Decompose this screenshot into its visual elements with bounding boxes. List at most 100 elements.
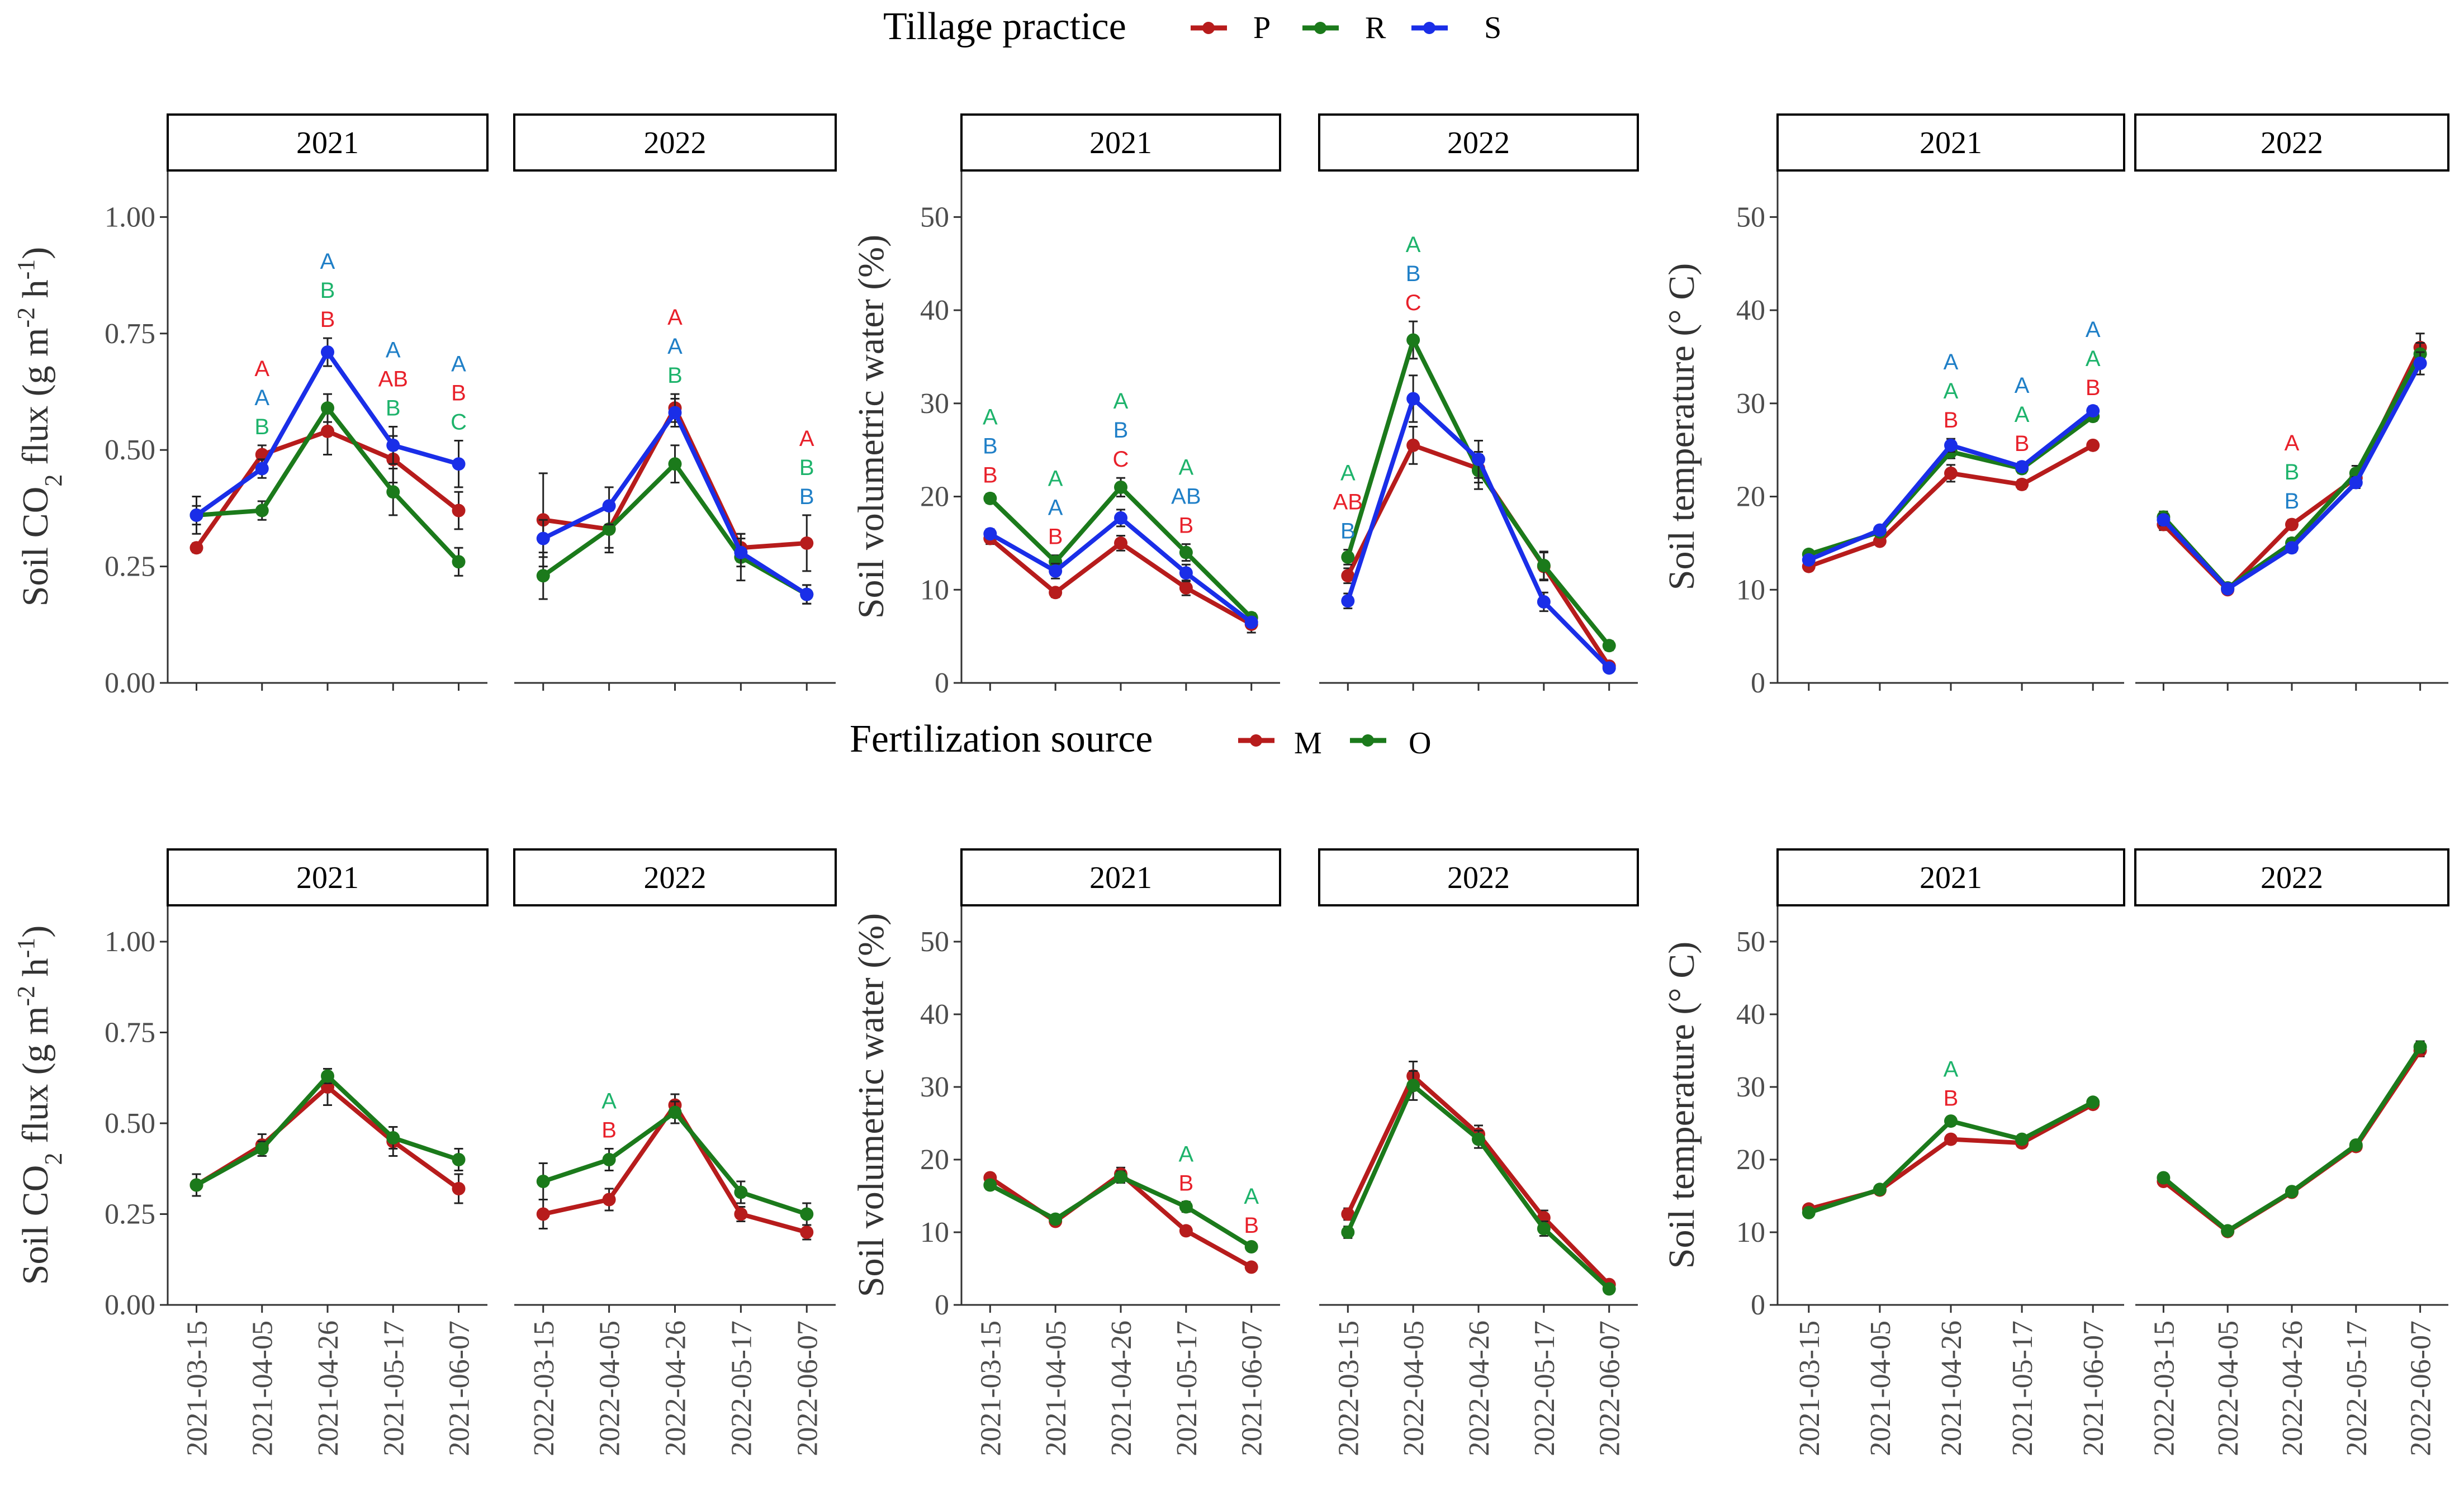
x-tick-label: 2022-04-05	[594, 1321, 626, 1456]
legend-key-o: O	[1350, 726, 1431, 761]
significance-letter: A	[601, 1089, 617, 1114]
data-point	[2285, 517, 2299, 531]
facet-strip	[1318, 848, 1639, 906]
series-O	[1341, 1070, 1616, 1296]
facet-strip-label: 2021	[1089, 861, 1152, 895]
significance-letter: B	[799, 485, 814, 509]
y-axis-label-part: )	[15, 247, 56, 259]
significance-letter: C	[451, 410, 467, 435]
legend-marker-p	[1202, 22, 1215, 34]
legend-key-r: R	[1302, 11, 1386, 45]
y-tick-label: 10	[1736, 1217, 1765, 1248]
data-point	[536, 531, 550, 545]
data-point	[189, 1178, 203, 1192]
facet-strip	[1776, 113, 2125, 172]
facet-2022: 2022 2022-03-15 2022-04-05 2022-04-26 2022-0…	[2134, 848, 2449, 1456]
facet-strip	[167, 848, 489, 906]
significance-letter: A	[1179, 455, 1194, 480]
y-tick-label: 40	[1736, 295, 1765, 326]
data-point	[602, 1193, 616, 1207]
y-tick-label: 30	[920, 388, 949, 420]
y-axis-label-part: Soil temperature (° C)	[1661, 263, 1702, 590]
significance-letter: A	[386, 338, 401, 363]
significance-letter: B	[2015, 431, 2030, 456]
facet-strip-label: 2021	[296, 861, 359, 895]
x-tick-label: 2022-05-17	[1529, 1321, 1561, 1456]
data-point	[800, 1226, 814, 1239]
facet-strip-label: 2022	[2261, 126, 2323, 160]
x-tick-label: 2022-05-17	[726, 1321, 757, 1456]
significance-letter: AB	[1171, 485, 1201, 509]
x-tick-label: 2022-03-15	[528, 1321, 560, 1456]
data-point	[1179, 1200, 1193, 1214]
x-tick-label: 2022-04-26	[2277, 1321, 2309, 1456]
facet-strip-label: 2022	[1447, 126, 1510, 160]
legend-key-m: M	[1238, 726, 1322, 761]
significance-letter: B	[2086, 376, 2101, 400]
legend-fertilization: Fertilization source M O	[850, 718, 1431, 761]
facet-strip-label: 2022	[2261, 861, 2323, 895]
data-point	[1406, 1079, 1420, 1093]
data-point	[1537, 595, 1551, 609]
y-axis-label: Soil temperature (° C)	[1661, 263, 1702, 590]
significance-letter: B	[2285, 460, 2300, 485]
data-point	[189, 541, 203, 555]
significance-letter: B	[983, 463, 998, 488]
chart-tillage-temp: Soil temperature (° C)010203040502021AAB…	[1661, 113, 2449, 699]
significance-letter: B	[1244, 1213, 1259, 1238]
data-point	[1406, 392, 1420, 406]
significance-letter: A	[1406, 232, 1421, 257]
y-axis-label-part: Soil CO	[15, 487, 56, 607]
facet-strip	[167, 113, 489, 172]
y-tick-label: 0	[1751, 667, 1765, 699]
y-axis-label: Soil CO2 flux (g m-2 h-1)	[12, 925, 67, 1285]
y-tick-label: 0.25	[105, 551, 155, 583]
significance-letter: A	[1244, 1184, 1259, 1209]
data-point	[2413, 357, 2427, 371]
data-point	[386, 438, 400, 452]
facet-2022: 2022 2022-03-15 2022-04-05 2022-04-26 2022-0…	[1318, 848, 1639, 1456]
significance-letter: A	[1048, 467, 1063, 491]
data-point	[321, 1069, 334, 1083]
y-tick-label: 30	[920, 1071, 949, 1103]
facet-strip	[2134, 113, 2449, 172]
x-tick-label: 2022-04-26	[1463, 1321, 1495, 1456]
x-tick-label: 2021-04-26	[1936, 1321, 1968, 1456]
x-tick-label: 2021-04-26	[312, 1321, 344, 1456]
significance-letter: A	[983, 405, 998, 430]
data-point	[2157, 513, 2171, 527]
significance-letter: A	[2086, 317, 2101, 342]
series-R	[189, 393, 466, 577]
significance-letter: B	[1406, 262, 1421, 286]
data-point	[2086, 404, 2100, 418]
y-tick-label: 10	[920, 1217, 949, 1248]
y-tick-label: 0.75	[105, 318, 155, 350]
y-axis-label-part: h	[15, 958, 56, 986]
series-S	[536, 397, 814, 605]
data-point	[321, 424, 334, 438]
data-point	[734, 1185, 748, 1199]
significance-letter: A	[320, 249, 335, 274]
legend-label-p: P	[1253, 11, 1271, 45]
data-point	[1873, 534, 1887, 548]
significance-letter: A	[451, 352, 466, 377]
significance-letter: B	[1340, 519, 1356, 544]
x-tick-label: 2022-04-05	[1398, 1321, 1430, 1456]
legend-marker-o	[1362, 734, 1374, 747]
facet-strip-label: 2021	[296, 126, 359, 160]
y-axis-label-part: -2	[12, 307, 40, 328]
significance-letter: AB	[1333, 490, 1363, 515]
data-point	[452, 504, 466, 517]
data-point	[1244, 1260, 1258, 1274]
significance-letter: B	[983, 434, 998, 459]
legend-marker-s	[1423, 22, 1435, 34]
data-point	[321, 401, 334, 415]
y-tick-label: 50	[1736, 926, 1765, 958]
x-tick-label: 2021-06-07	[2078, 1321, 2110, 1456]
series-O	[536, 1100, 814, 1226]
data-point	[2015, 1132, 2029, 1146]
chart-fert-co2: Soil CO2 flux (g m-2 h-1) 0.00 0.25 0.50 0.7…	[12, 848, 837, 1456]
data-point	[1944, 1132, 1958, 1146]
data-point	[1049, 1212, 1063, 1226]
